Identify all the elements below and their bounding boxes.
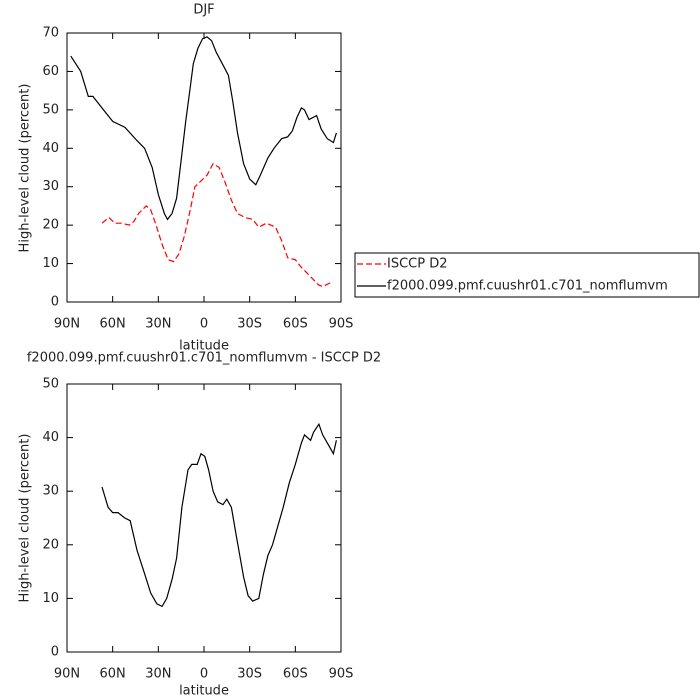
legend-label: f2000.099.pmf.cuushr01.c701_nomflumvm bbox=[387, 279, 668, 294]
chart-title: f2000.099.pmf.cuushr01.c701_nomflumvm - … bbox=[27, 351, 381, 366]
y-tick-label: 30 bbox=[42, 179, 59, 194]
x-tick-label: 90S bbox=[329, 667, 354, 682]
y-tick-label: 20 bbox=[42, 537, 59, 552]
x-tick-label: 90N bbox=[54, 667, 80, 682]
y-axis-label: High-level cloud (percent) bbox=[18, 434, 33, 603]
plot-frame bbox=[66, 32, 342, 303]
chart-title: DJF bbox=[193, 3, 214, 18]
y-tick-label: 60 bbox=[42, 64, 59, 79]
y-axis-label: High-level cloud (percent) bbox=[18, 84, 33, 253]
x-tick-label: 0 bbox=[200, 317, 208, 332]
y-tick-label: 40 bbox=[42, 430, 59, 445]
legend-label: ISCCP D2 bbox=[387, 257, 448, 272]
x-tick-label: 60S bbox=[283, 317, 308, 332]
data-line bbox=[101, 162, 331, 288]
data-line bbox=[101, 422, 337, 608]
x-tick-label: 90N bbox=[54, 317, 80, 332]
y-tick-label: 50 bbox=[42, 102, 59, 117]
y-tick-label: 10 bbox=[42, 591, 59, 606]
x-tick-label: 60N bbox=[100, 317, 126, 332]
y-tick-label: 20 bbox=[42, 218, 59, 233]
y-tick-label: 70 bbox=[42, 26, 59, 41]
y-tick-label: 30 bbox=[42, 484, 59, 499]
data-line bbox=[70, 36, 337, 221]
x-tick-label: 60S bbox=[283, 667, 308, 682]
x-tick-label: 90S bbox=[329, 317, 354, 332]
x-axis-label: latitude bbox=[179, 684, 229, 699]
y-tick-label: 10 bbox=[42, 256, 59, 271]
y-tick-label: 0 bbox=[51, 295, 59, 310]
y-tick-label: 0 bbox=[51, 645, 59, 660]
x-tick-label: 30N bbox=[145, 667, 171, 682]
x-tick-label: 0 bbox=[200, 667, 208, 682]
legend-box bbox=[354, 252, 700, 298]
x-tick-label: 30N bbox=[145, 317, 171, 332]
x-tick-label: 30S bbox=[237, 667, 262, 682]
x-tick-label: 30S bbox=[237, 317, 262, 332]
plot-frame bbox=[66, 383, 342, 653]
y-tick-label: 50 bbox=[42, 377, 59, 392]
x-tick-label: 60N bbox=[100, 667, 126, 682]
x-axis-label: latitude bbox=[179, 339, 229, 354]
y-tick-label: 40 bbox=[42, 141, 59, 156]
